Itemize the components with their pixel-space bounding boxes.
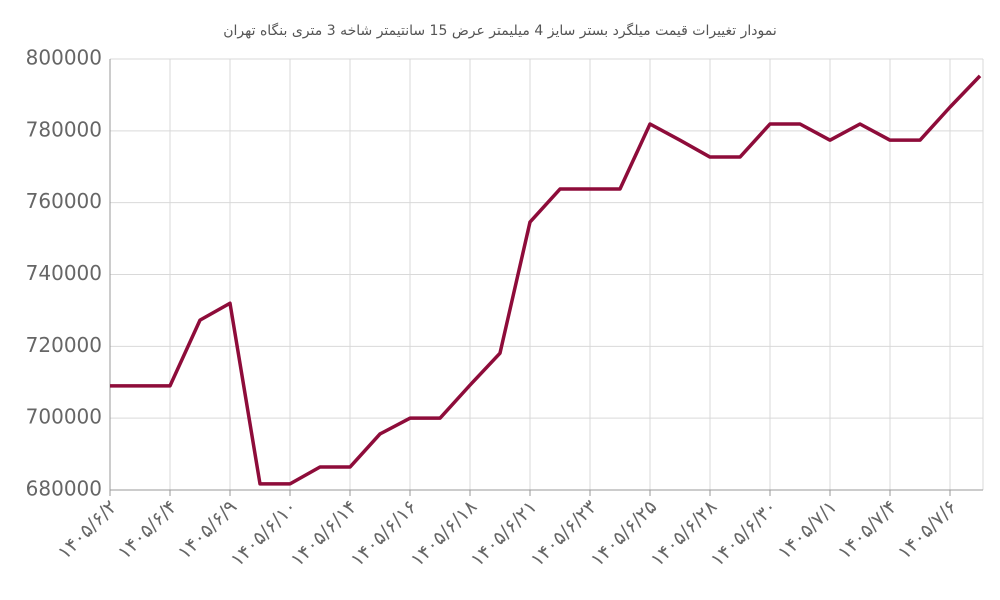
y-tick-label: 760000 (26, 189, 102, 213)
x-tick-label: ۱۴۰۵/۶/۴ (114, 496, 182, 564)
x-tick-label: ۱۴۰۵/۶/۲ (54, 496, 122, 564)
x-tick-label: ۱۴۰۵/۷/۴ (834, 496, 902, 564)
x-tick-label: ۱۴۰۵/۷/۱ (774, 496, 842, 564)
y-tick-label: 700000 (26, 405, 102, 429)
y-tick-label: 800000 (26, 46, 102, 70)
y-tick-label: 680000 (26, 477, 102, 501)
x-tick-label: ۱۴۰۵/۶/۳۰ (706, 496, 781, 571)
line (110, 74, 982, 486)
chart-title: نمودار تغییرات قیمت میلگرد بستر سایز 4 م… (223, 22, 777, 39)
y-tick-label: 780000 (26, 117, 102, 141)
y-tick-label: 740000 (26, 261, 102, 285)
x-tick-label: ۱۴۰۵/۷/۶ (894, 496, 962, 564)
y-tick-label: 720000 (26, 333, 102, 357)
